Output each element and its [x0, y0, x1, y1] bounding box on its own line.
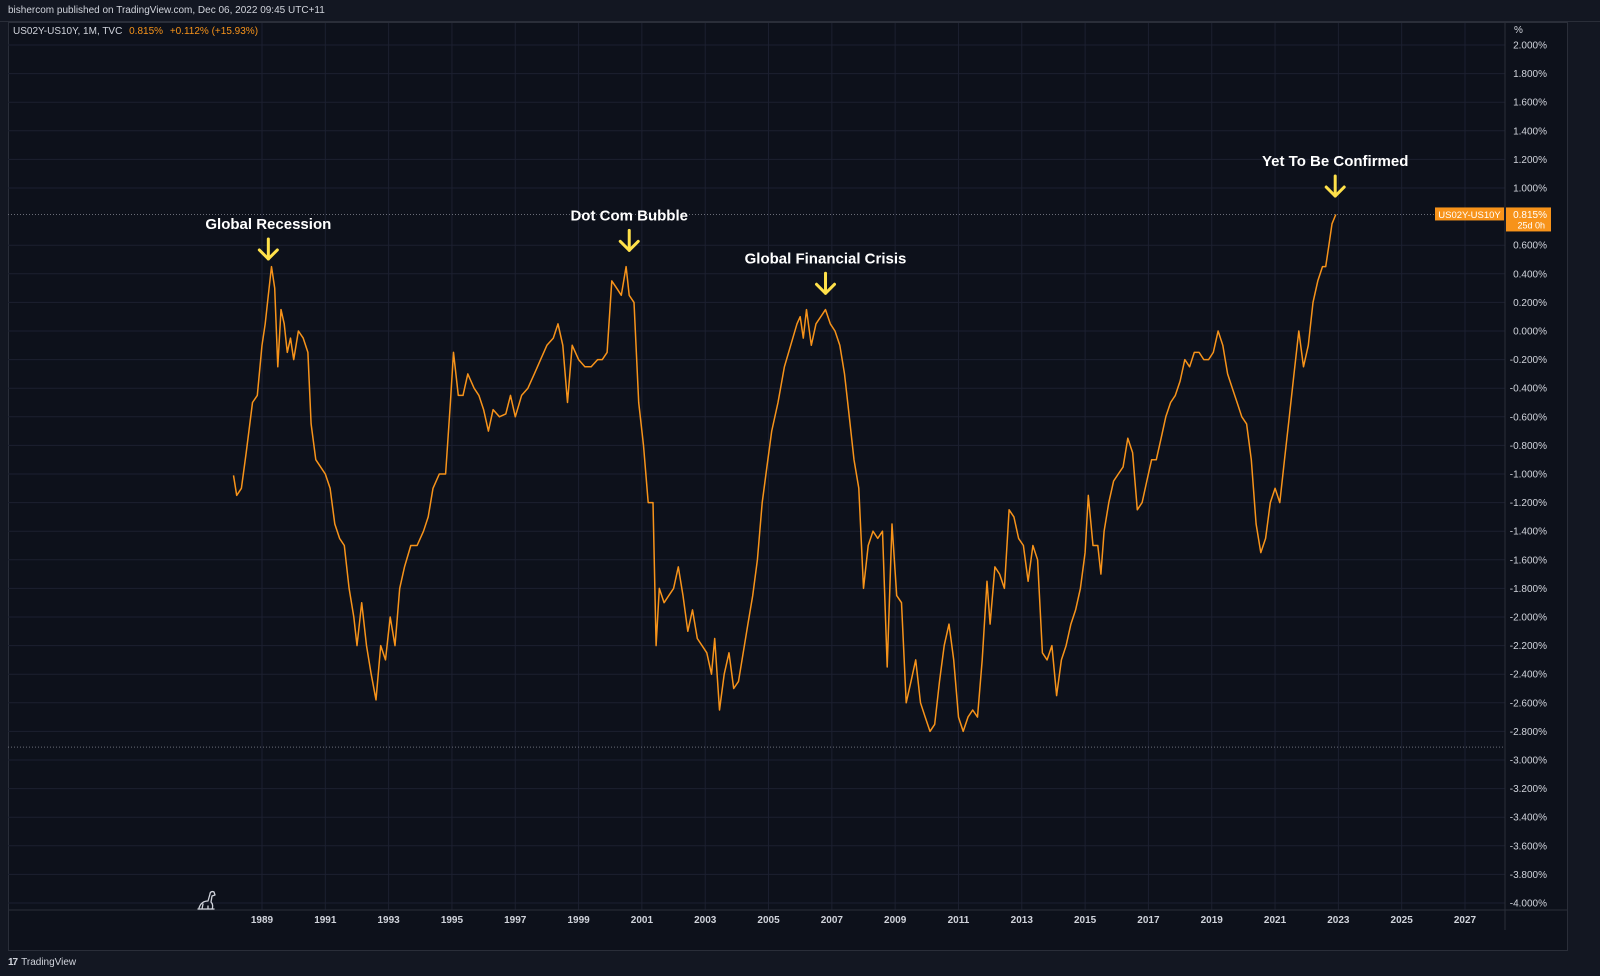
- x-tick-label: 2025: [1391, 915, 1414, 926]
- y-tick-label: -2.600%: [1510, 698, 1547, 709]
- dinosaur-icon: [197, 890, 216, 910]
- y-tick-label: 2.000%: [1513, 41, 1547, 52]
- x-tick-label: 2007: [821, 915, 844, 926]
- y-tick-label: -3.200%: [1510, 784, 1547, 795]
- x-tick-label: 1995: [441, 915, 464, 926]
- y-tick-label: -3.000%: [1510, 756, 1547, 767]
- y-tick-label: 1.400%: [1513, 126, 1547, 137]
- y-tick-label: -0.400%: [1510, 384, 1547, 395]
- footer-brand: TradingView: [21, 957, 77, 968]
- annotation: Dot Com Bubble: [570, 207, 688, 252]
- chart-frame: [8, 22, 1568, 951]
- annotation-label: Global Recession: [205, 216, 331, 233]
- x-tick-label: 2027: [1454, 915, 1477, 926]
- down-arrow-head-icon: [618, 239, 640, 252]
- publisher-text: bishercom published on TradingView.com, …: [8, 5, 325, 16]
- y-tick-label: -0.800%: [1510, 441, 1547, 452]
- y-tick-label: 1.800%: [1513, 69, 1547, 80]
- x-tick-label: 2003: [694, 915, 717, 926]
- dinosaur-icon-path: [197, 890, 216, 910]
- y-tick-label: 0.000%: [1513, 327, 1547, 338]
- y-axis[interactable]: % 2.000% 1.800% 1.600% 1.400% 1.200% 1.000% 0.6…: [1510, 25, 1547, 910]
- y-tick-label: 1.200%: [1513, 155, 1547, 166]
- annotation: Global Financial Crisis: [745, 250, 907, 295]
- y-tick-label: -1.600%: [1510, 555, 1547, 566]
- annotation-label: Yet To Be Confirmed: [1262, 153, 1408, 170]
- x-tick-label: 2019: [1201, 915, 1224, 926]
- footer: 17 TradingView: [8, 952, 76, 974]
- legend-symbol: US02Y-US10Y, 1M, TVC: [13, 26, 123, 37]
- y-tick-label: -3.400%: [1510, 813, 1547, 824]
- y-tick-label: -1.400%: [1510, 527, 1547, 538]
- y-tick-label: 0.400%: [1513, 269, 1547, 280]
- y-tick-label: -3.600%: [1510, 841, 1547, 852]
- y-tick-label: -1.000%: [1510, 470, 1547, 481]
- x-tick-label: 2013: [1011, 915, 1034, 926]
- x-tick-label: 2005: [757, 915, 780, 926]
- y-tick-label: -4.000%: [1510, 899, 1547, 910]
- x-tick-label: 2015: [1074, 915, 1097, 926]
- down-arrow-head-icon: [257, 248, 279, 261]
- x-tick-label: 2017: [1137, 915, 1160, 926]
- y-tick-label: -2.400%: [1510, 670, 1547, 681]
- y-axis-unit-label: %: [1514, 25, 1523, 36]
- chart-legend: US02Y-US10Y, 1M, TVC 0.815% +0.112% (+15…: [13, 26, 258, 37]
- annotation-label: Dot Com Bubble: [570, 207, 688, 224]
- x-tick-label: 1997: [504, 915, 527, 926]
- annotation-label: Global Financial Crisis: [745, 250, 907, 267]
- y-tick-label: 0.200%: [1513, 298, 1547, 309]
- annotation: Global Recession: [205, 216, 331, 261]
- value-tag-label: 0.815%: [1513, 210, 1547, 221]
- x-tick-label: 1999: [567, 915, 590, 926]
- tradingview-logo-icon: 17: [8, 957, 18, 968]
- value-tag-bg: [1506, 207, 1551, 232]
- symbol-tag-label: US02Y-US10Y: [1438, 210, 1501, 221]
- last-price-tag: US02Y-US10Y 0.815%25d 0h: [1435, 207, 1551, 232]
- y-tick-label: -2.000%: [1510, 613, 1547, 624]
- y-tick-label: -0.200%: [1510, 355, 1547, 366]
- series-line[interactable]: [232, 214, 1337, 733]
- legend-change: +0.112% (+15.93%): [169, 26, 259, 37]
- x-tick-label: 2021: [1264, 915, 1287, 926]
- y-tick-label: 1.600%: [1513, 98, 1547, 109]
- legend-value: 0.815%: [129, 26, 164, 37]
- y-tick-label: -2.800%: [1510, 727, 1547, 738]
- x-tick-label: 2009: [884, 915, 907, 926]
- down-arrow-head-icon: [1324, 185, 1346, 198]
- y-tick-label: -2.200%: [1510, 641, 1547, 652]
- x-axis[interactable]: 1989 1991 1993 1995 1997 1999 2001 2003 2005 2007…: [251, 915, 1477, 926]
- x-tick-label: 2011: [948, 915, 970, 926]
- countdown-tag-label: 25d 0h: [1517, 220, 1545, 230]
- y-tick-label: -0.600%: [1510, 412, 1547, 423]
- x-tick-label: 2001: [631, 915, 654, 926]
- y-tick-label: 0.600%: [1513, 241, 1547, 252]
- down-arrow-head-icon: [815, 282, 837, 295]
- publisher-bar: bishercom published on TradingView.com, …: [0, 0, 1600, 22]
- x-tick-label: 2023: [1327, 915, 1350, 926]
- y-tick-label: -3.800%: [1510, 870, 1547, 881]
- x-tick-label: 1991: [314, 915, 337, 926]
- x-tick-label: 1993: [378, 915, 401, 926]
- y-tick-label: 1.000%: [1513, 184, 1547, 195]
- y-tick-label: -1.200%: [1510, 498, 1547, 509]
- annotation: Yet To Be Confirmed: [1262, 153, 1408, 198]
- y-tick-label: -1.800%: [1510, 584, 1547, 595]
- symbol-tag-bg: [1435, 207, 1504, 221]
- x-tick-label: 1989: [251, 915, 274, 926]
